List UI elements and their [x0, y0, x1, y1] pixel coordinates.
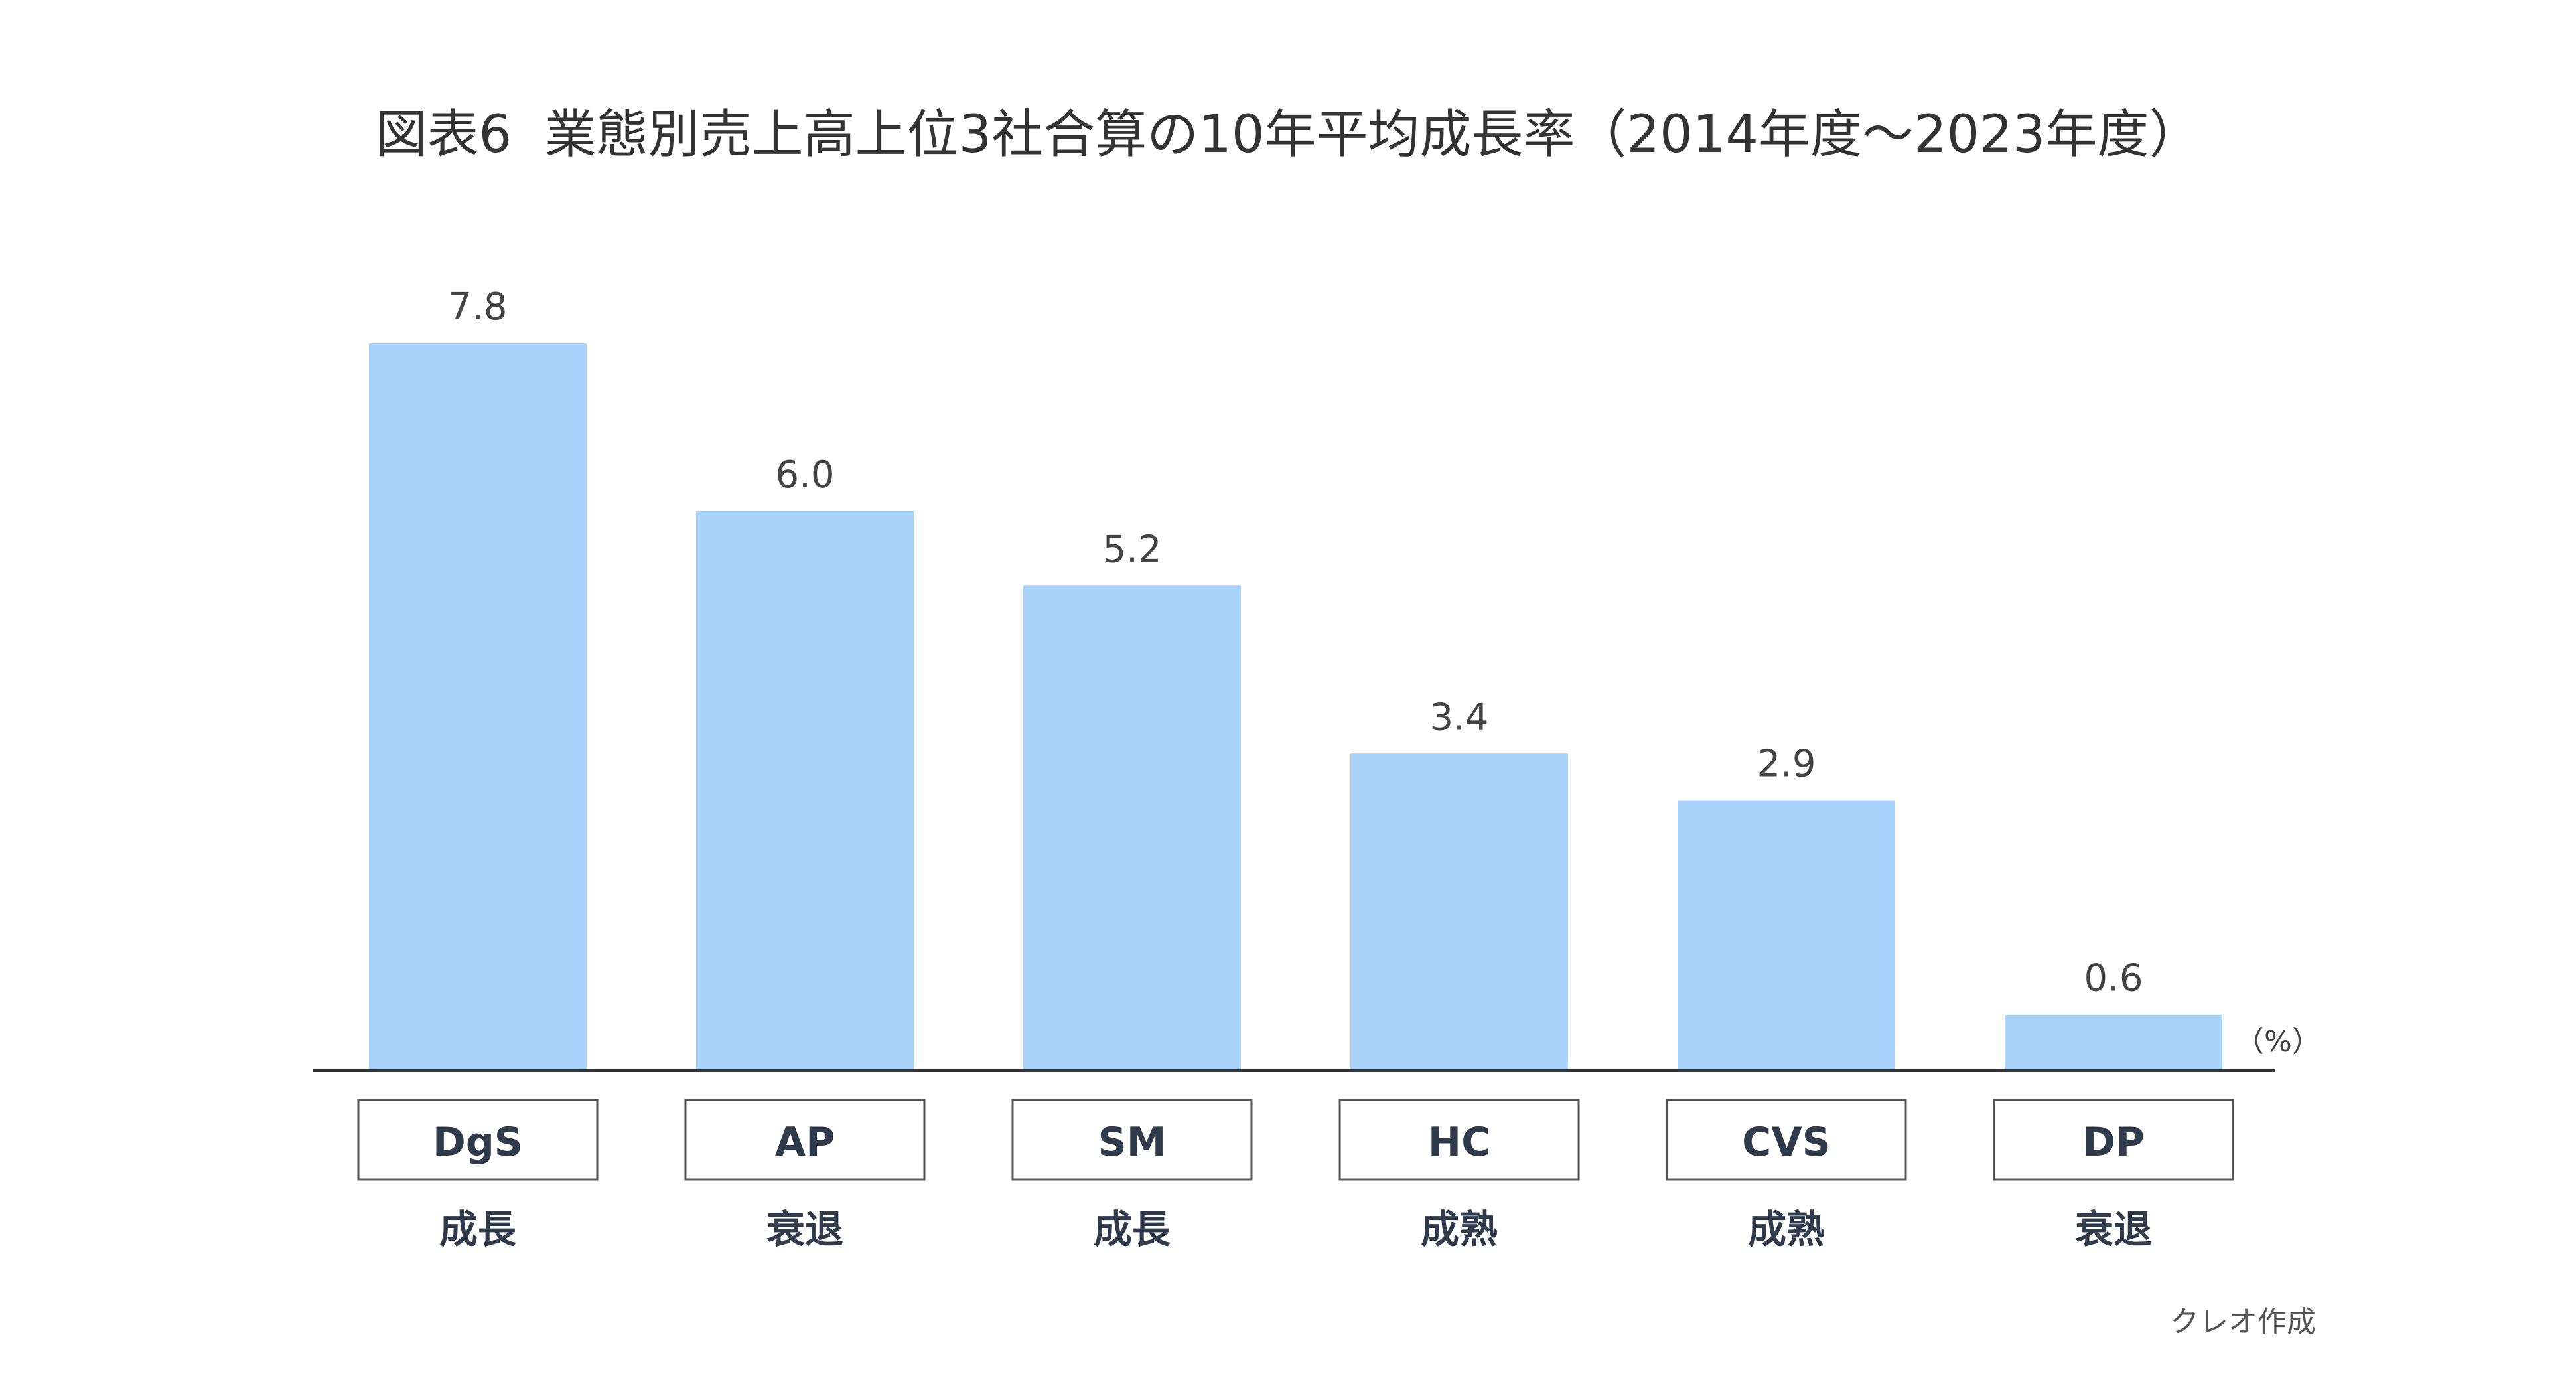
value-label: 3.4: [1429, 696, 1488, 739]
bars-group: 7.8 6.0 5.2 3.4 2.9 0.6: [369, 285, 2222, 1071]
bar-ap: [696, 510, 914, 1071]
chart-title: 図表6 業態別売上高上位3社合算の10年平均成長率（2014年度～2023年度）: [375, 105, 2201, 165]
status-label: 成長: [439, 1207, 517, 1252]
bar-sm: [1023, 585, 1241, 1071]
bar-cvs: [1678, 800, 1895, 1071]
status-label: 成長: [1094, 1207, 1171, 1252]
category-box: [1666, 1099, 1907, 1181]
value-label: 5.2: [1102, 528, 1161, 571]
source-note: クレオ作成: [2170, 1305, 2316, 1339]
category-label: AP: [775, 1119, 835, 1166]
value-label: 0.6: [2084, 957, 2143, 1000]
category-group: DgS 成長 AP 衰退 SM 成長 HC 成熟 CVS 成熟 DP 衰退: [357, 1099, 2234, 1252]
unit-label: （%）: [2235, 1025, 2321, 1059]
status-label: 衰退: [766, 1207, 843, 1252]
status-label: 成熟: [1748, 1207, 1825, 1252]
value-label: 2.9: [1756, 743, 1816, 786]
category-label: CVS: [1742, 1119, 1831, 1166]
value-label: 7.8: [448, 285, 507, 329]
category-label: HC: [1428, 1119, 1490, 1166]
status-label: 成熟: [1421, 1207, 1498, 1252]
bar-dgs: [369, 343, 587, 1071]
category-box: [684, 1099, 926, 1181]
bar-hc: [1350, 753, 1568, 1071]
category-box: [357, 1099, 599, 1181]
category-box: [1011, 1099, 1253, 1181]
bar-dp: [2005, 1014, 2222, 1071]
status-label: 衰退: [2075, 1207, 2152, 1252]
category-label: DgS: [433, 1119, 523, 1166]
category-label: SM: [1098, 1119, 1167, 1166]
category-label: DP: [2082, 1119, 2145, 1166]
category-box: [1338, 1099, 1580, 1181]
category-box: [1993, 1099, 2234, 1181]
value-label: 6.0: [775, 453, 834, 497]
